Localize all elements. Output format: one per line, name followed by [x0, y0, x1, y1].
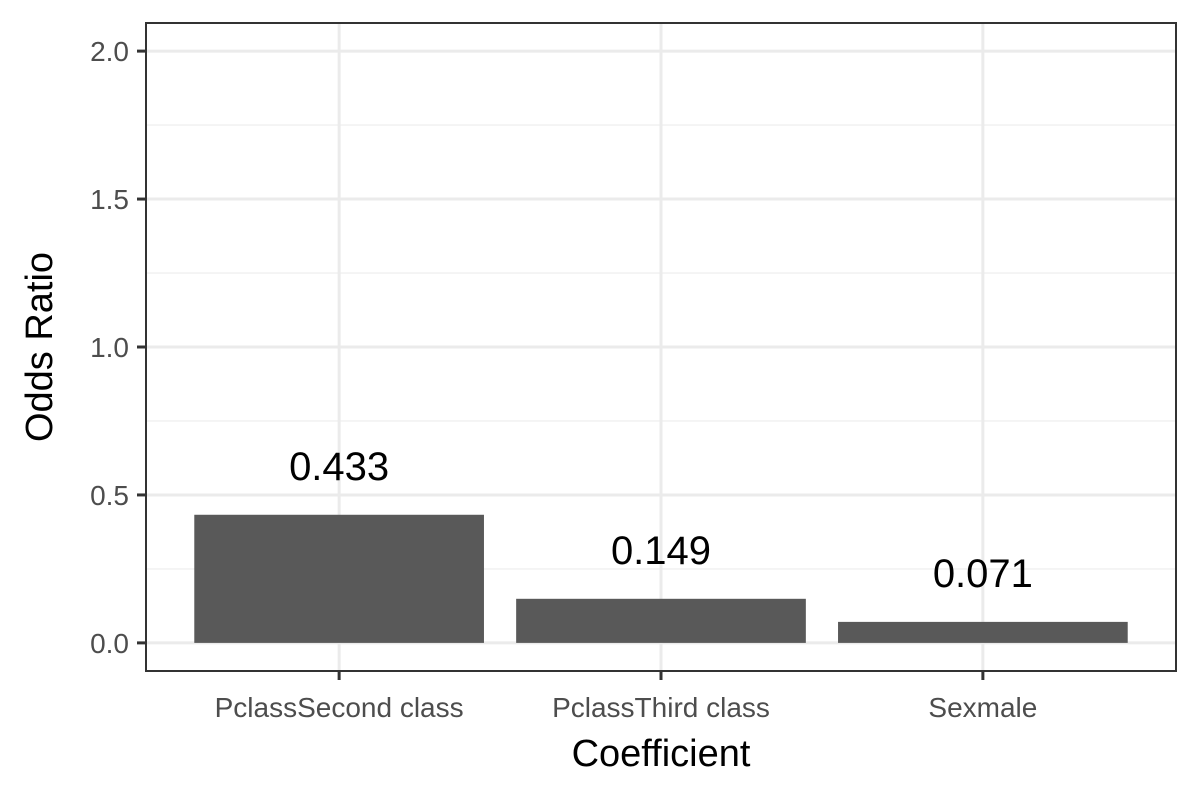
data-label: 0.433 — [289, 445, 389, 489]
y-tick-label: 0.0 — [90, 628, 129, 659]
bar-pclasssecond-class — [194, 515, 484, 643]
y-tick-label: 1.5 — [90, 184, 129, 215]
bar-pclassthird-class — [516, 599, 806, 643]
x-tick-label: PclassSecond class — [215, 692, 464, 723]
bar-sexmale — [838, 622, 1128, 643]
y-tick-label: 1.0 — [90, 332, 129, 363]
y-tick-label: 2.0 — [90, 36, 129, 67]
y-axis-title: Odds Ratio — [19, 252, 61, 442]
data-label: 0.149 — [611, 529, 711, 573]
x-tick-label: PclassThird class — [552, 692, 770, 723]
data-label: 0.071 — [933, 552, 1033, 596]
y-tick-label: 0.5 — [90, 480, 129, 511]
x-tick-label: Sexmale — [928, 692, 1037, 723]
x-axis-title: Coefficient — [572, 733, 751, 775]
